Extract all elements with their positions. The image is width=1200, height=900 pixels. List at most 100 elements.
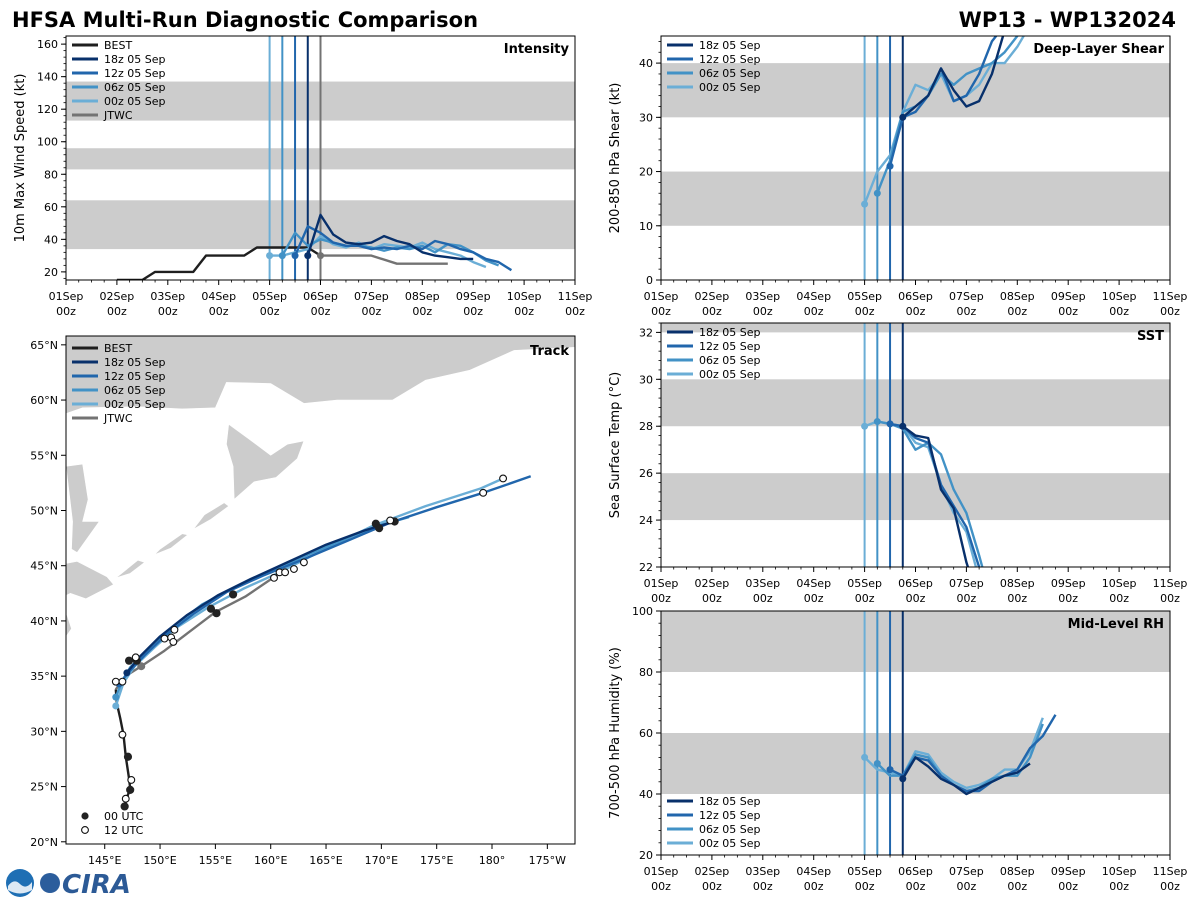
intensity-legend-label-r06: 06z 05 Sep xyxy=(104,81,166,94)
shear-xtick-label-8: 09Sep xyxy=(1051,290,1086,303)
shear-series-start-marker-2 xyxy=(886,162,894,170)
intensity-ytick-label-1: 40 xyxy=(44,233,58,246)
shear-xtick-label-5: 06Sep xyxy=(898,290,933,303)
sst-xtick-sublabel-8: 00z xyxy=(1058,592,1078,605)
intensity-series-line-5 xyxy=(306,213,474,261)
sst-xtick-label-3: 04Sep xyxy=(796,577,831,590)
track-line-4 xyxy=(118,475,532,685)
shear-xtick-label-0: 01Sep xyxy=(644,290,679,303)
intensity-legend-label-jtwc: JTWC xyxy=(103,109,133,122)
land-hokkaido xyxy=(66,560,115,600)
rh-series-start-marker-2 xyxy=(886,766,894,774)
shear-series-line-1 xyxy=(876,36,1019,194)
sst-panel-title: SST xyxy=(1137,329,1164,344)
shear-xtick-sublabel-4: 00z xyxy=(855,305,875,318)
track-12utc-marker-0 xyxy=(121,794,130,803)
track-lat-label-2: 30°N xyxy=(30,725,58,738)
intensity-ytick-label-6: 140 xyxy=(37,71,58,84)
land-kamchatka xyxy=(226,423,305,501)
shear-ytick-label-1: 10 xyxy=(639,220,653,233)
intensity-plot-area xyxy=(66,36,575,280)
shear-series-start-marker-1 xyxy=(873,189,881,197)
track-lon-label-7: 180° xyxy=(479,854,506,867)
track-legend-12utc-label: 12 UTC xyxy=(104,824,144,837)
sst-legend-label-r06: 06z 05 Sep xyxy=(699,354,761,367)
intensity-xtick-sublabel-10: 00z xyxy=(565,305,585,318)
sst-series-start-marker-0 xyxy=(861,422,869,430)
intensity-panel: 20 40 60 80 100 120 140 160 01Sep 00z 02Sep 00z 03Se… xyxy=(13,35,593,318)
track-legend-label-jtwc: JTWC xyxy=(103,412,133,425)
track-lat-label-8: 60°N xyxy=(30,394,58,407)
sst-xtick-label-1: 02Sep xyxy=(695,577,730,590)
intensity-ylabel: 10m Max Wind Speed (kt) xyxy=(13,74,28,243)
track-legend-12utc-marker xyxy=(81,826,89,834)
sst-xtick-sublabel-5: 00z xyxy=(906,592,926,605)
intensity-xtick-sublabel-0: 00z xyxy=(56,305,76,318)
sst-xtick-label-5: 06Sep xyxy=(898,577,933,590)
land-izu xyxy=(47,696,49,697)
land-honshu xyxy=(66,612,72,638)
intensity-xtick-label-10: 11Sep xyxy=(558,290,593,303)
intensity-ytick-label-0: 20 xyxy=(44,266,58,279)
track-line-1 xyxy=(114,576,274,691)
sst-xtick-label-10: 11Sep xyxy=(1153,577,1188,590)
rh-series-start-marker-3 xyxy=(899,775,907,783)
rh-xtick-sublabel-2: 00z xyxy=(753,880,773,893)
track-lat-label-0: 20°N xyxy=(30,836,58,849)
sst-xtick-label-2: 03Sep xyxy=(745,577,780,590)
track-frame xyxy=(65,335,576,845)
track-00utc-marker-5 xyxy=(206,604,216,613)
rh-xtick-label-10: 11Sep xyxy=(1153,865,1188,878)
track-legend-00utc-label: 00 UTC xyxy=(104,810,144,823)
intensity-xtick-label-9: 10Sep xyxy=(507,290,542,303)
land-siberia xyxy=(66,336,575,414)
track-start-marker-5 xyxy=(123,669,131,677)
intensity-xtick-sublabel-3: 00z xyxy=(209,305,229,318)
shear-ytick-label-2: 20 xyxy=(639,166,653,179)
track-lon-label-5: 170°E xyxy=(365,854,398,867)
rh-ytick-label-2: 60 xyxy=(639,727,653,740)
rh-ytick-label-3: 80 xyxy=(639,666,653,679)
shear-legend-label-r12: 12z 05 Sep xyxy=(699,53,761,66)
track-12utc-marker-4 xyxy=(118,677,127,686)
track-lon-label-6: 175°E xyxy=(420,854,453,867)
shear-xtick-sublabel-10: 00z xyxy=(1160,305,1180,318)
track-start-marker-2 xyxy=(112,702,120,710)
intensity-ytick-label-7: 160 xyxy=(37,38,58,51)
shear-ytick-label-4: 40 xyxy=(639,57,653,70)
intensity-legend-label-r18: 18z 05 Sep xyxy=(104,53,166,66)
rh-xtick-sublabel-10: 00z xyxy=(1160,880,1180,893)
intensity-xtick-label-8: 09Sep xyxy=(456,290,491,303)
track-legend-label-best: BEST xyxy=(104,342,132,355)
storm-id: WP13 - WP132024 xyxy=(959,8,1176,32)
intensity-ytick-label-4: 100 xyxy=(37,136,58,149)
track-line-2 xyxy=(114,477,504,707)
intensity-series-start-marker-5 xyxy=(304,252,312,260)
track-00utc-marker-2 xyxy=(123,752,133,761)
track-00utc-marker-0 xyxy=(120,802,129,811)
shear-panel-title: Deep-Layer Shear xyxy=(1033,42,1164,57)
track-12utc-marker-15 xyxy=(386,516,395,525)
rh-ylabel: 700-500 hPa Humidity (%) xyxy=(608,647,623,819)
intensity-xtick-sublabel-2: 00z xyxy=(158,305,178,318)
intensity-series-start-marker-4 xyxy=(291,252,299,260)
sst-plot-area xyxy=(661,323,1170,567)
shear-legend-label-r00: 00z 05 Sep xyxy=(699,81,761,94)
intensity-series-line-0 xyxy=(116,246,322,280)
shear-legend-label-r18: 18z 05 Sep xyxy=(699,39,761,52)
track-legend-label-r12: 12z 05 Sep xyxy=(104,370,166,383)
track-12utc-marker-6 xyxy=(160,634,169,643)
shear-ytick-label-0: 0 xyxy=(646,274,653,287)
intensity-xtick-sublabel-5: 00z xyxy=(311,305,331,318)
sst-xtick-sublabel-7: 00z xyxy=(1007,592,1027,605)
rh-band-0 xyxy=(661,733,1170,794)
intensity-panel-title: Intensity xyxy=(504,42,570,57)
cira-logo-text: CIRA xyxy=(62,870,131,900)
shear-xtick-sublabel-6: 00z xyxy=(957,305,977,318)
track-12utc-marker-16 xyxy=(479,488,488,497)
sst-panel: 22 24 26 28 30 32 01Sep 00z 02Sep 00z 03Sep 00z 04Se… xyxy=(608,322,1188,605)
track-panel-title: Track xyxy=(530,344,569,359)
land-sakhalin xyxy=(66,463,100,553)
